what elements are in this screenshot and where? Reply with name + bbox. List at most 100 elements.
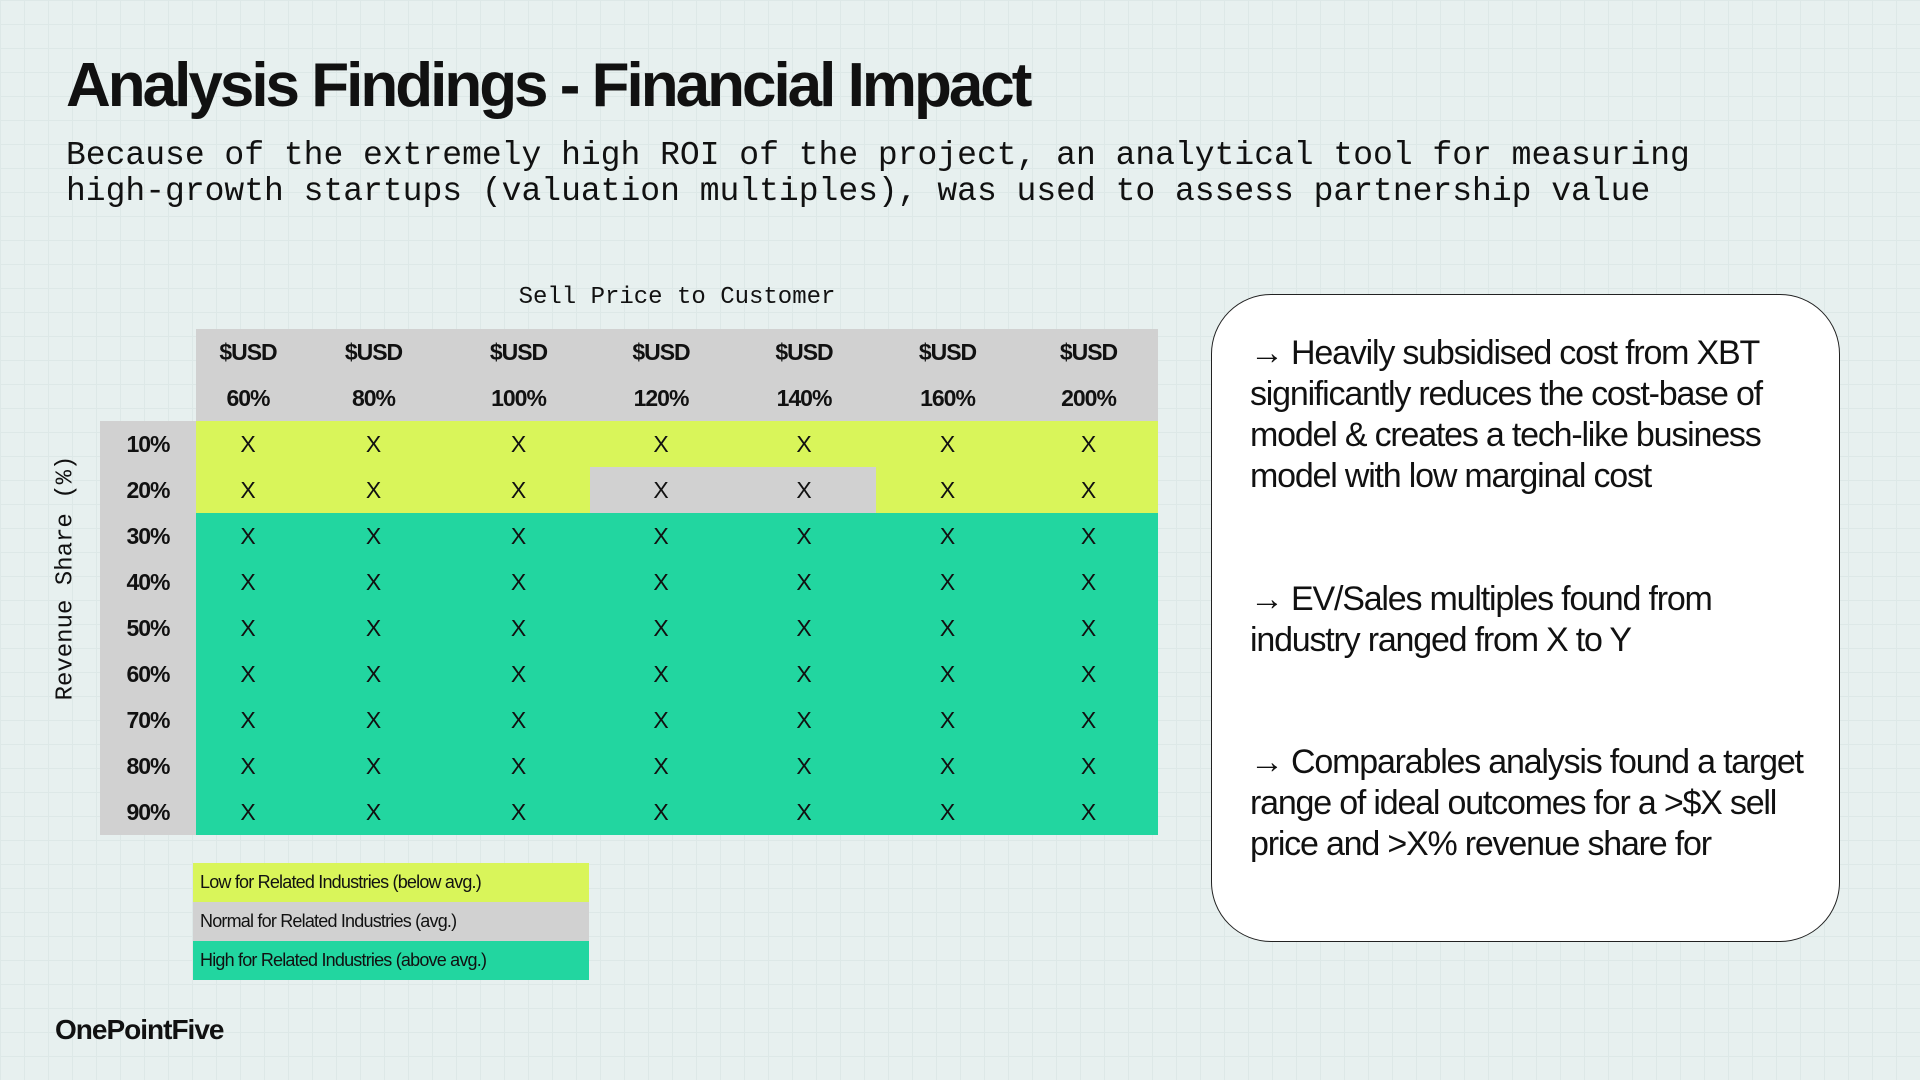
table-cell: X (876, 789, 1019, 835)
table-cell: X (300, 605, 447, 651)
column-currency: $USD (590, 329, 732, 375)
row-header: 40% (100, 559, 196, 605)
table-cell: X (447, 467, 590, 513)
table-cell: X (876, 467, 1019, 513)
table-cell: X (196, 421, 300, 467)
table-cell: X (590, 697, 732, 743)
table-cell: X (447, 559, 590, 605)
notes-card (1211, 294, 1840, 942)
table-cell: X (447, 697, 590, 743)
table-cell: X (196, 467, 300, 513)
table-cell: X (590, 743, 732, 789)
table-cell: X (876, 421, 1019, 467)
column-header: 140% (732, 375, 876, 421)
table-cell: X (196, 697, 300, 743)
table-cell: X (447, 421, 590, 467)
column-currency: $USD (1019, 329, 1158, 375)
column-header: 80% (300, 375, 447, 421)
table-cell: X (300, 467, 447, 513)
table-cell: X (732, 697, 876, 743)
table-cell: X (196, 513, 300, 559)
note: → Heavily subsidised cost from XBT signi… (1250, 334, 1763, 495)
table-cell: X (1019, 697, 1158, 743)
row-header: 20% (100, 467, 196, 513)
table-cell: X (447, 513, 590, 559)
column-currency: $USD (876, 329, 1019, 375)
column-axis-label: Sell Price to Customer (518, 284, 836, 311)
table-cell: X (876, 605, 1019, 651)
table-cell: X (1019, 421, 1158, 467)
table-cell: X (590, 559, 732, 605)
table-cell: X (1019, 789, 1158, 835)
row-header: 10% (100, 421, 196, 467)
table-cell: X (196, 605, 300, 651)
column-currency: $USD (732, 329, 876, 375)
table-cell: X (590, 605, 732, 651)
legend-item: Low for Related Industries (below avg.) (193, 863, 589, 902)
logo: OnePointFive (55, 1014, 224, 1045)
column-header: 60% (196, 375, 300, 421)
row-header: 70% (100, 697, 196, 743)
title: Analysis Findings - Financial Impact (66, 51, 1032, 120)
table-cell: X (1019, 559, 1158, 605)
row-header: 90% (100, 789, 196, 835)
table-cell: X (196, 651, 300, 697)
table-cell: X (300, 421, 447, 467)
table-cell: X (300, 513, 447, 559)
table-cell: X (732, 559, 876, 605)
table-cell: X (300, 559, 447, 605)
note: → EV/Sales multiples found from industry… (1250, 580, 1713, 659)
table-cell: X (447, 789, 590, 835)
note: → Comparables analysis found a target ra… (1250, 743, 1804, 863)
legend-item: Normal for Related Industries (avg.) (193, 902, 589, 941)
table-cell: X (732, 467, 876, 513)
row-axis-label: Revenue Share (%) (52, 455, 80, 701)
table-cell: X (1019, 605, 1158, 651)
table-cell: X (447, 605, 590, 651)
table-cell: X (732, 743, 876, 789)
table-cell: X (590, 421, 732, 467)
table-cell: X (300, 697, 447, 743)
table-cell: X (1019, 743, 1158, 789)
table-cell: X (732, 651, 876, 697)
row-header: 50% (100, 605, 196, 651)
column-header: 100% (447, 375, 590, 421)
legend-item: High for Related Industries (above avg.) (193, 941, 589, 980)
column-currency: $USD (447, 329, 590, 375)
table-cell: X (1019, 513, 1158, 559)
table-cell: X (447, 743, 590, 789)
table-cell: X (447, 651, 590, 697)
table-cell: X (876, 743, 1019, 789)
table-cell: X (876, 513, 1019, 559)
subtitle: Because of the extremely high ROI of the… (66, 137, 1690, 174)
table-cell: X (300, 743, 447, 789)
row-header: 30% (100, 513, 196, 559)
table-cell: X (590, 513, 732, 559)
table-cell: X (196, 559, 300, 605)
table-cell: X (1019, 467, 1158, 513)
column-header: 160% (876, 375, 1019, 421)
column-currency: $USD (300, 329, 447, 375)
row-header: 60% (100, 651, 196, 697)
table-cell: X (196, 789, 300, 835)
table-cell: X (300, 789, 447, 835)
table-cell: X (732, 421, 876, 467)
subtitle: high-growth startups (valuation multiple… (66, 173, 1651, 210)
table-cell: X (876, 651, 1019, 697)
table-cell: X (732, 789, 876, 835)
table-cell: X (876, 559, 1019, 605)
row-header: 80% (100, 743, 196, 789)
table-cell: X (876, 697, 1019, 743)
table-cell: X (590, 467, 732, 513)
table-cell: X (300, 651, 447, 697)
table-cell: X (590, 651, 732, 697)
table-cell: X (1019, 651, 1158, 697)
column-header: 120% (590, 375, 732, 421)
column-currency: $USD (196, 329, 300, 375)
table-cell: X (732, 605, 876, 651)
column-header: 200% (1019, 375, 1158, 421)
table-cell: X (732, 513, 876, 559)
table-cell: X (196, 743, 300, 789)
table-cell: X (590, 789, 732, 835)
